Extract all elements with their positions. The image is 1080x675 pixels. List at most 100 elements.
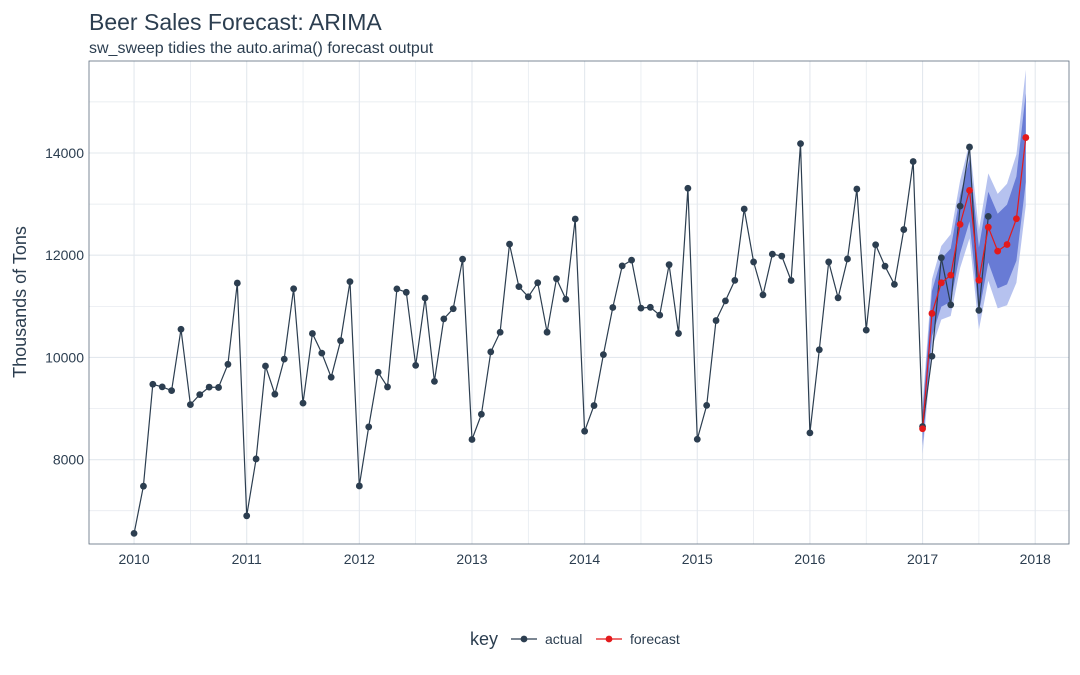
actual-point xyxy=(881,262,889,270)
actual-point xyxy=(280,355,288,363)
actual-point xyxy=(768,250,776,258)
actual-point xyxy=(140,482,147,490)
x-tick-label: 2016 xyxy=(794,551,825,567)
actual-point xyxy=(862,326,870,334)
actual-point xyxy=(600,351,607,359)
x-tick-label: 2017 xyxy=(907,551,938,567)
actual-point xyxy=(628,256,635,264)
legend: key actual forecast xyxy=(470,629,680,649)
actual-point xyxy=(909,158,917,165)
chart-title: Beer Sales Forecast: ARIMA xyxy=(89,9,382,35)
major-gridlines xyxy=(89,61,1069,544)
actual-point xyxy=(562,295,570,303)
actual-point xyxy=(374,368,382,376)
forecast-point xyxy=(1013,215,1020,223)
actual-point xyxy=(553,275,560,283)
forecast-point xyxy=(994,247,1002,255)
panel-border xyxy=(88,60,1070,545)
chart-subtitle: sw_sweep tidies the auto.arima() forecas… xyxy=(89,40,434,57)
actual-point xyxy=(496,328,504,336)
actual-point xyxy=(215,384,222,391)
series-points xyxy=(130,134,1030,537)
actual-line xyxy=(133,143,989,534)
actual-point xyxy=(703,401,711,409)
actual-point xyxy=(646,303,654,311)
x-axis-ticks: 2010 2011 2012 2013 2014 2015 2016 2017 2018 xyxy=(118,551,1051,567)
forecast-point xyxy=(1003,241,1011,248)
actual-point xyxy=(834,294,842,302)
y-tick-label: 8000 xyxy=(53,452,84,468)
actual-point xyxy=(186,401,194,409)
forecast-point xyxy=(928,310,936,317)
actual-point xyxy=(421,294,429,302)
actual-point xyxy=(684,184,692,192)
y-tick-label: 14000 xyxy=(45,145,84,161)
actual-point xyxy=(477,410,485,418)
forecast-confidence-bands xyxy=(922,69,1026,454)
y-axis-title: Thousands of Tons xyxy=(10,226,30,378)
legend-title: key xyxy=(470,629,498,649)
actual-point xyxy=(947,301,955,309)
actual-point xyxy=(787,277,795,284)
actual-point xyxy=(637,304,645,312)
actual-point xyxy=(515,283,523,291)
actual-point xyxy=(205,383,213,391)
actual-point xyxy=(177,325,185,333)
actual-point xyxy=(571,215,579,223)
forecast-point xyxy=(937,279,945,287)
actual-point xyxy=(543,328,551,336)
actual-point xyxy=(712,317,720,324)
actual-point xyxy=(130,529,138,537)
actual-point xyxy=(956,202,964,210)
actual-point xyxy=(412,361,420,369)
actual-point xyxy=(581,427,589,435)
actual-point xyxy=(346,278,354,286)
forecast-line xyxy=(922,137,1027,429)
actual-point xyxy=(759,291,767,299)
actual-point xyxy=(506,240,513,248)
actual-point xyxy=(891,281,898,288)
legend-forecast-swatch-point xyxy=(605,635,613,643)
actual-point xyxy=(722,297,729,305)
actual-point xyxy=(750,258,757,266)
x-tick-label: 2014 xyxy=(569,551,600,567)
forecast-point xyxy=(947,271,955,279)
actual-point xyxy=(290,285,298,293)
actual-point xyxy=(158,383,166,391)
actual-point xyxy=(806,429,814,437)
actual-point xyxy=(693,435,701,443)
legend-actual-swatch-point xyxy=(520,635,528,643)
actual-point xyxy=(196,391,204,399)
actual-point xyxy=(778,252,786,260)
forecast-point xyxy=(966,186,973,194)
x-tick-label: 2012 xyxy=(344,551,375,567)
actual-point xyxy=(337,337,344,345)
x-tick-label: 2015 xyxy=(682,551,713,567)
actual-point xyxy=(975,306,983,314)
actual-point xyxy=(534,279,542,287)
forecast-point xyxy=(1022,134,1030,141)
actual-point xyxy=(318,349,326,357)
actual-point xyxy=(365,423,373,431)
actual-point xyxy=(271,390,279,398)
actual-point xyxy=(590,402,598,409)
actual-point xyxy=(984,212,992,220)
actual-point xyxy=(393,285,401,293)
actual-point xyxy=(149,380,157,388)
actual-point xyxy=(309,330,316,337)
actual-point xyxy=(252,455,260,463)
x-tick-label: 2010 xyxy=(118,551,149,567)
legend-forecast-label: forecast xyxy=(630,631,680,647)
actual-point xyxy=(224,360,232,368)
actual-point xyxy=(243,512,251,520)
actual-point xyxy=(797,140,804,148)
actual-point xyxy=(675,330,682,337)
actual-point xyxy=(731,276,739,284)
actual-point xyxy=(618,262,626,270)
x-tick-label: 2018 xyxy=(1020,551,1051,567)
actual-point xyxy=(900,226,908,233)
y-tick-label: 12000 xyxy=(45,247,84,263)
legend-actual-label: actual xyxy=(545,631,582,647)
x-tick-label: 2013 xyxy=(456,551,487,567)
